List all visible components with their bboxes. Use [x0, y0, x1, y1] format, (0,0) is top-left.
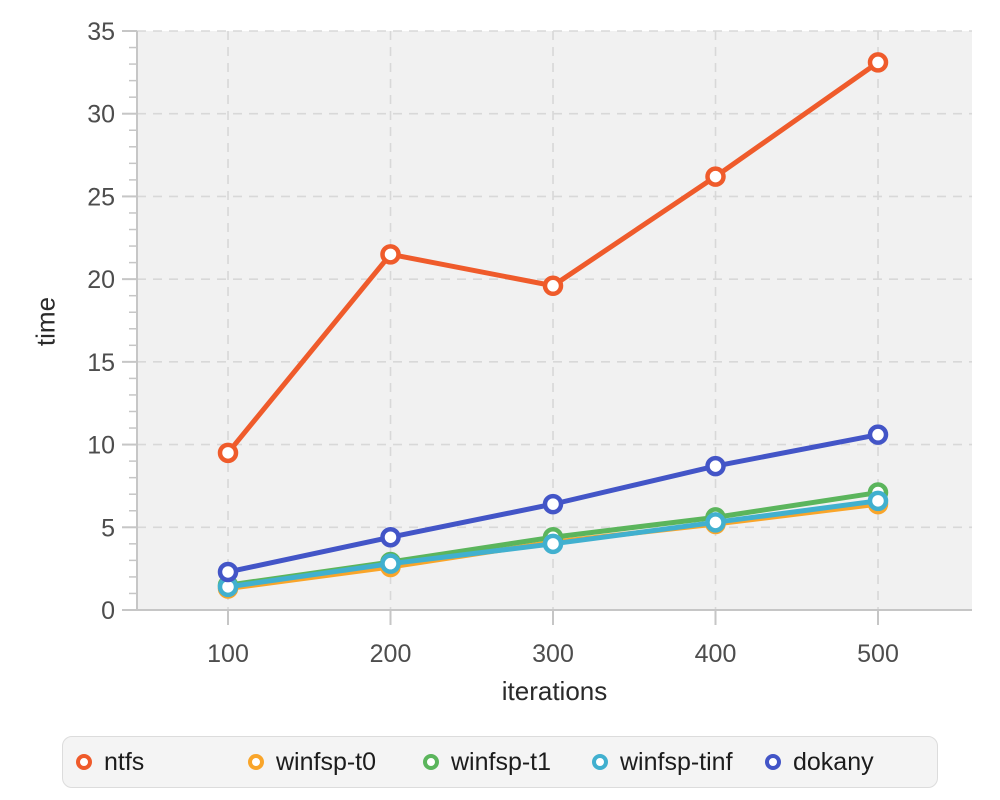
legend-label: winfsp-tinf — [620, 747, 733, 776]
legend-label: winfsp-t0 — [276, 747, 377, 776]
y-tick-label: 5 — [101, 514, 115, 542]
y-tick-label: 10 — [87, 432, 115, 460]
x-tick-label: 300 — [532, 640, 574, 668]
data-point-dokany — [217, 561, 239, 583]
y-tick-label: 30 — [87, 101, 115, 129]
x-tick-label: 200 — [370, 640, 412, 668]
legend-label: winfsp-t1 — [451, 747, 552, 776]
legend-item-winfsp-t1[interactable]: winfsp-t1 — [423, 737, 551, 787]
x-tick-label: 100 — [207, 640, 249, 668]
data-point-ntfs — [542, 275, 564, 297]
legend-marker-icon — [248, 754, 264, 770]
plot-area — [137, 31, 972, 610]
y-tick-label: 0 — [101, 597, 115, 625]
x-axis-title: iterations — [501, 676, 608, 706]
data-point-dokany — [705, 455, 726, 477]
legend-marker-icon — [76, 754, 92, 770]
data-point-dokany — [867, 424, 889, 445]
y-tick-label: 35 — [87, 18, 115, 46]
data-point-dokany — [542, 493, 564, 515]
y-tick-label: 20 — [87, 266, 115, 294]
x-tick-label: 500 — [857, 640, 899, 668]
data-point-dokany — [380, 526, 401, 548]
legend: ntfs winfsp-t0 winfsp-t1 winfsp-tinf dokany — [62, 736, 938, 788]
data-point-ntfs — [705, 166, 726, 187]
data-point-winfsp-tinf — [867, 490, 889, 512]
legend-item-ntfs[interactable]: ntfs — [76, 737, 144, 787]
legend-item-winfsp-t0[interactable]: winfsp-t0 — [248, 737, 376, 787]
legend-marker-icon — [592, 754, 608, 770]
y-axis-title: time — [30, 296, 61, 347]
data-point-winfsp-tinf — [380, 553, 401, 574]
line-chart: 0 5 10 15 20 25 30 35 100 200 300 400 500 — [87, 18, 972, 668]
y-tick-label: 15 — [87, 349, 115, 377]
data-point-ntfs — [380, 244, 401, 265]
legend-marker-icon — [765, 754, 781, 770]
data-point-ntfs — [217, 442, 239, 464]
y-tick-label: 25 — [87, 183, 115, 211]
legend-marker-icon — [423, 754, 439, 770]
data-point-winfsp-tinf — [705, 512, 726, 533]
data-point-ntfs — [867, 52, 889, 73]
data-point-winfsp-tinf — [542, 533, 564, 555]
legend-item-dokany[interactable]: dokany — [765, 737, 874, 787]
x-tick-label: 400 — [695, 640, 737, 668]
legend-item-winfsp-tinf[interactable]: winfsp-tinf — [592, 737, 733, 787]
legend-label: dokany — [793, 747, 874, 776]
legend-label: ntfs — [104, 747, 145, 776]
